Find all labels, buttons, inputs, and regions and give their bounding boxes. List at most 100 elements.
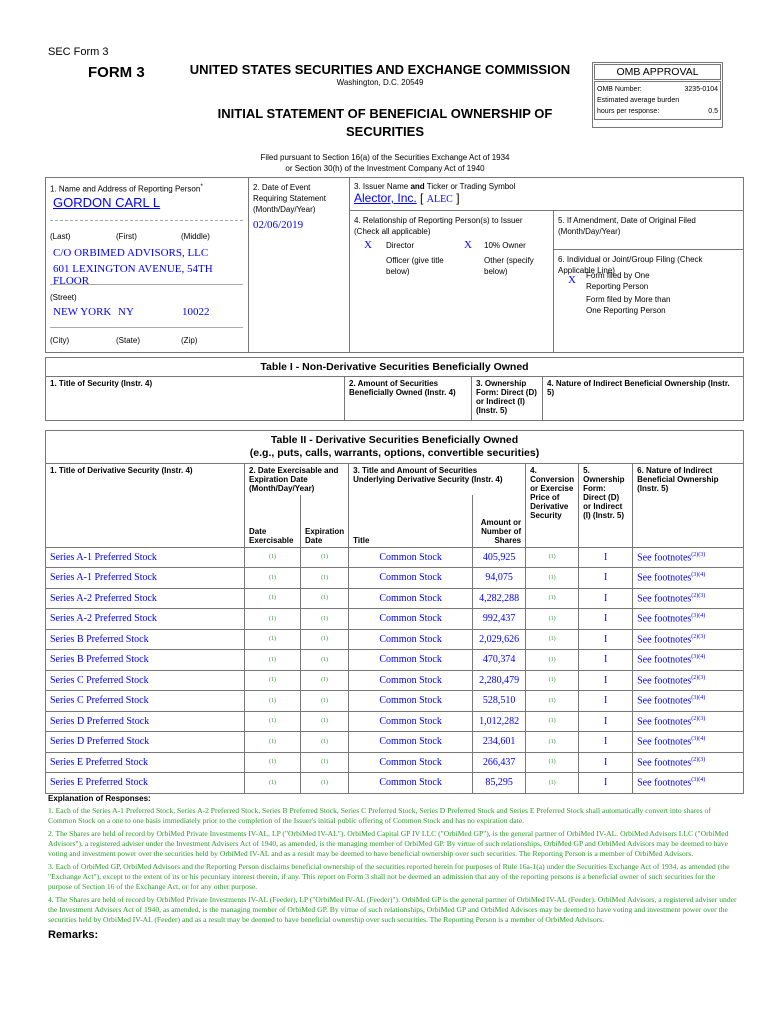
- expiration-date: (1): [299, 669, 350, 691]
- table2-title-line-1: Table II - Derivative Securities Benefic…: [270, 434, 519, 446]
- share-amount: 266,437: [472, 751, 527, 773]
- date-exercisable: (1): [244, 731, 301, 753]
- issuer-name-link[interactable]: Alector, Inc.: [354, 191, 417, 205]
- director-check[interactable]: X: [364, 239, 372, 251]
- date-exercisable: (1): [244, 690, 301, 712]
- ownership-form: I: [578, 567, 634, 589]
- omb-approval-box: OMB APPROVAL OMB Number: 3235-0104 Estima…: [592, 62, 723, 128]
- reporting-person-name-link[interactable]: GORDON CARL L: [53, 195, 161, 210]
- officer-label: Officer (give title below): [386, 256, 444, 276]
- nature-of-ownership: See footnotes(2)(3): [632, 546, 744, 568]
- share-amount: 470,374: [472, 649, 527, 671]
- footnote-refs: (2)(3): [691, 756, 706, 763]
- table1-col-nature: 4. Nature of Indirect Beneficial Ownersh…: [542, 376, 744, 421]
- see-footnotes: See footnotes: [637, 633, 692, 645]
- box1-label: 1. Name and Address of Reporting Person: [50, 184, 201, 194]
- see-footnotes: See footnotes: [637, 674, 692, 686]
- omb-hours: 0.5: [708, 108, 718, 115]
- conversion-price: (1): [525, 751, 580, 773]
- table2-col-dates: 2. Date Exercisable and Expiration Date …: [243, 463, 350, 495]
- one-person-label: Form filed by One Reporting Person: [586, 271, 650, 291]
- ten-percent-owner-check[interactable]: X: [464, 239, 472, 251]
- nature-of-ownership: See footnotes(3)(4): [632, 731, 744, 753]
- box3-label-and: and: [410, 182, 425, 191]
- ticker: ALEC: [426, 194, 453, 205]
- explanation-title: Explanation of Responses:: [48, 794, 151, 803]
- one-person-check[interactable]: X: [568, 274, 576, 286]
- ownership-form: I: [578, 546, 634, 568]
- table-row: Series B Preferred Stock (1) (1) Common Sto…: [45, 649, 744, 671]
- remarks-label: Remarks:: [48, 929, 99, 941]
- ownership-form: I: [578, 731, 634, 753]
- filed-line-1: Filed pursuant to Section 16(a) of the S…: [260, 153, 510, 162]
- security-title: Series A-1 Preferred Stock: [45, 567, 245, 589]
- conversion-price: (1): [525, 546, 580, 568]
- city-label: (City): [50, 336, 70, 345]
- ownership-form: I: [578, 772, 634, 794]
- see-footnotes: See footnotes: [637, 613, 692, 625]
- table-row: Series A-2 Preferred Stock (1) (1) Common S…: [45, 587, 744, 609]
- expiration-date: (1): [299, 608, 350, 630]
- ownership-form: I: [578, 669, 634, 691]
- omb-title: OMB APPROVAL: [594, 64, 721, 80]
- commission-city: Washington, D.C. 20549: [336, 78, 424, 87]
- security-title: Series B Preferred Stock: [45, 649, 245, 671]
- footnote-refs: (3)(4): [691, 572, 706, 579]
- table-row: Series D Preferred Stock (1) (1) Common Sto…: [45, 731, 744, 753]
- table-row: Series C Preferred Stock (1) (1) Common Sto…: [45, 690, 744, 712]
- expiration-date: (1): [299, 751, 350, 773]
- asterisk: *: [200, 183, 203, 190]
- table-1-non-derivative: Table I - Non-Derivative Securities Bene…: [45, 357, 744, 421]
- bracket: ]: [456, 191, 460, 205]
- box4-label: 4. Relationship of Reporting Person(s) t…: [354, 216, 523, 236]
- omb-hours-label: hours per response:: [597, 108, 660, 115]
- see-footnotes: See footnotes: [637, 736, 692, 748]
- box3-label-end: Ticker or Trading Symbol: [424, 182, 516, 191]
- share-amount: 2,029,626: [472, 628, 527, 650]
- security-title: Series A-1 Preferred Stock: [45, 546, 245, 568]
- omb-number-label: OMB Number:: [597, 86, 642, 93]
- conversion-price: (1): [525, 669, 580, 691]
- conversion-price: (1): [525, 772, 580, 794]
- table2-col-nature: 6. Nature of Indirect Beneficial Ownersh…: [632, 463, 744, 548]
- footnote-refs: (3)(4): [691, 777, 706, 784]
- table-row: Series A-1 Preferred Stock (1) (1) Common S…: [45, 546, 744, 568]
- security-title: Series D Preferred Stock: [45, 731, 245, 753]
- box-5-amendment: 5. If Amendment, Date of Original Filed …: [554, 211, 743, 250]
- underlying-title: Common Stock: [348, 649, 474, 671]
- security-title: Series D Preferred Stock: [45, 710, 245, 732]
- nature-of-ownership: See footnotes(3)(4): [632, 690, 744, 712]
- table2-col-price: 4. Conversion or Exercise Price of Deriv…: [525, 463, 580, 548]
- see-footnotes: See footnotes: [637, 572, 692, 584]
- table2-sub-amount: Amount or Number of Shares: [472, 495, 527, 548]
- ownership-form: I: [578, 690, 634, 712]
- conversion-price: (1): [525, 690, 580, 712]
- underlying-title: Common Stock: [348, 567, 474, 589]
- table-row: Series D Preferred Stock (1) (1) Common Sto…: [45, 710, 744, 732]
- ownership-form: I: [578, 751, 634, 773]
- reporting-boxes: 1. Name and Address of Reporting Person*…: [45, 177, 744, 353]
- box-2-event-date: 2. Date of Event Requiring Statement (Mo…: [249, 178, 350, 352]
- date-exercisable: (1): [244, 628, 301, 650]
- expiration-date: (1): [299, 587, 350, 609]
- omb-number: 3235-0104: [684, 86, 718, 93]
- footnote: 1. Each of the Series A-1 Preferred Stoc…: [48, 806, 711, 825]
- state-value: NY: [118, 306, 134, 318]
- address-line-1: C/O ORBIMED ADVISORS, LLC: [53, 247, 209, 259]
- table1-col-amount: 2. Amount of Securities Beneficially Own…: [344, 376, 472, 421]
- city-value: NEW YORK: [53, 306, 112, 318]
- nature-of-ownership: See footnotes(2)(3): [632, 751, 744, 773]
- table2-sub-title: Title: [348, 495, 474, 548]
- date-exercisable: (1): [244, 751, 301, 773]
- underlying-title: Common Stock: [348, 546, 474, 568]
- underlying-title: Common Stock: [348, 628, 474, 650]
- table2-col-title: 1. Title of Derivative Security (Instr. …: [45, 463, 245, 548]
- box-1-reporting-person: 1. Name and Address of Reporting Person*…: [46, 178, 249, 352]
- table-row: Series A-1 Preferred Stock (1) (1) Common S…: [45, 567, 744, 589]
- footnote-refs: (2)(3): [691, 633, 706, 640]
- security-title: Series C Preferred Stock: [45, 690, 245, 712]
- box6-label: 6. Individual or Joint/Group Filing (Che…: [558, 255, 703, 275]
- table1-title: Table I - Non-Derivative Securities Bene…: [45, 357, 744, 377]
- nature-of-ownership: See footnotes(3)(4): [632, 567, 744, 589]
- conversion-price: (1): [525, 710, 580, 732]
